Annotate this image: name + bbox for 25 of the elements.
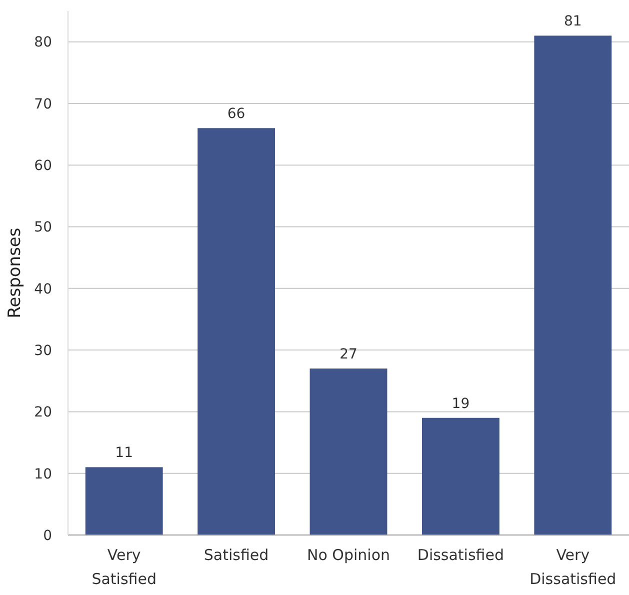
- y-tick-label: 40: [34, 281, 52, 298]
- x-tick-label: Very Dissatisfied: [530, 546, 616, 588]
- y-tick-label: 0: [43, 528, 52, 544]
- y-axis-title: Responses: [5, 228, 25, 318]
- x-tick-label: No Opinion: [306, 546, 390, 564]
- bar: [534, 36, 612, 535]
- y-tick-label: 70: [34, 96, 52, 112]
- y-tick-label: 80: [34, 34, 52, 51]
- y-tick-label: 50: [34, 220, 52, 236]
- data-label: 27: [340, 346, 358, 363]
- bar: [85, 467, 163, 535]
- data-label: 19: [452, 396, 470, 412]
- bar: [310, 368, 388, 535]
- y-tick-label: 60: [34, 158, 52, 174]
- x-tick-label: Dissatisfied: [417, 546, 504, 564]
- bar: [422, 418, 500, 535]
- data-label: 66: [227, 106, 246, 122]
- y-tick-label: 10: [34, 466, 52, 482]
- bar: [198, 128, 276, 535]
- x-tick-label: Satisfied: [204, 546, 269, 564]
- data-label: 11: [115, 445, 134, 462]
- y-tick-label: 20: [34, 404, 52, 421]
- y-tick-label: 30: [34, 342, 52, 359]
- x-tick-label: Very Satisfied: [92, 546, 156, 588]
- data-label: 81: [564, 14, 582, 30]
